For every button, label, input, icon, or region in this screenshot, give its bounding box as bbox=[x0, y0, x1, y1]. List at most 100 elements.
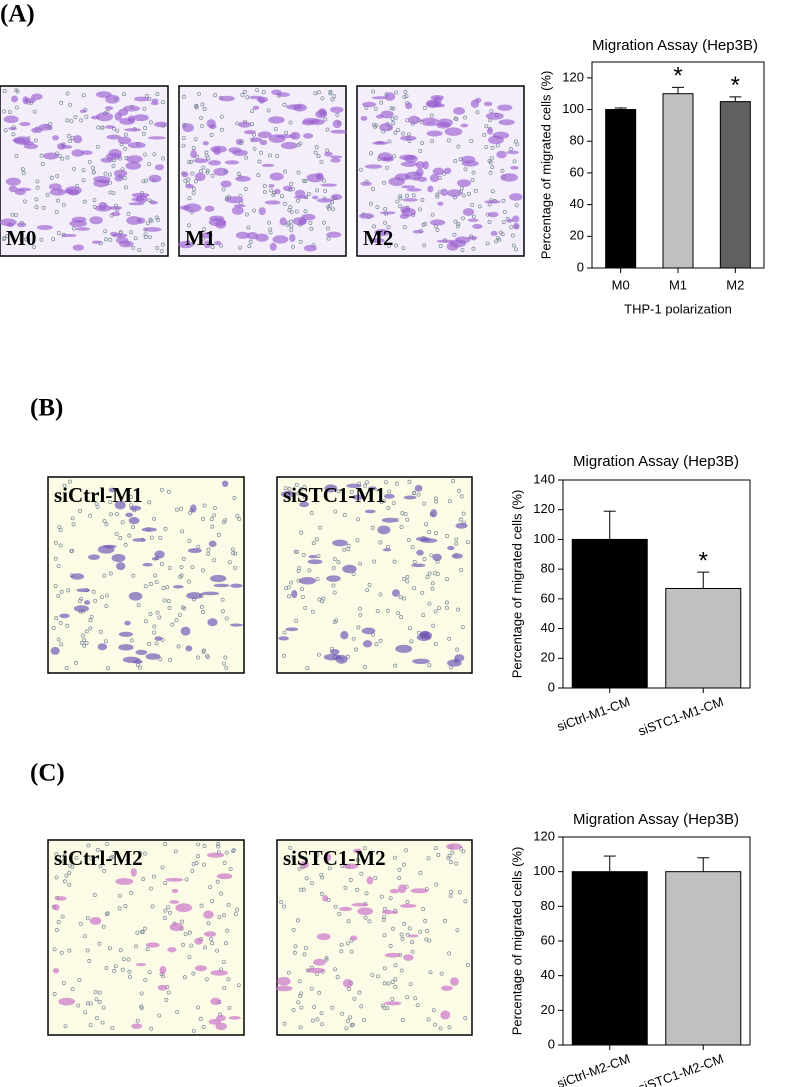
cell bbox=[209, 215, 225, 222]
pore bbox=[310, 880, 314, 885]
pore bbox=[220, 609, 225, 614]
pore bbox=[88, 618, 93, 623]
pore bbox=[445, 534, 450, 538]
cell bbox=[308, 555, 318, 559]
pore bbox=[291, 1008, 296, 1012]
cell bbox=[444, 127, 463, 136]
cell bbox=[190, 149, 197, 159]
pore bbox=[463, 1016, 468, 1021]
pore bbox=[484, 145, 489, 149]
cell bbox=[210, 145, 227, 153]
pore bbox=[430, 212, 435, 217]
pore bbox=[255, 88, 260, 93]
pore bbox=[120, 967, 125, 972]
pore bbox=[67, 882, 72, 887]
pore bbox=[94, 997, 99, 1002]
pore bbox=[14, 105, 19, 110]
pore bbox=[205, 168, 210, 173]
pore bbox=[422, 105, 427, 110]
pore bbox=[136, 603, 141, 608]
pore bbox=[244, 212, 249, 217]
pore bbox=[235, 514, 240, 519]
pore bbox=[500, 168, 505, 173]
cell bbox=[429, 174, 440, 183]
pore bbox=[275, 153, 280, 158]
cell bbox=[213, 167, 229, 176]
pore bbox=[60, 914, 65, 919]
cell bbox=[298, 218, 306, 226]
pore bbox=[190, 171, 195, 176]
pore bbox=[433, 1022, 438, 1027]
pore bbox=[67, 479, 72, 484]
cell bbox=[98, 201, 107, 211]
pore bbox=[64, 873, 69, 878]
pore bbox=[88, 626, 93, 631]
pore bbox=[495, 236, 500, 240]
pore bbox=[283, 169, 287, 174]
pore bbox=[487, 158, 492, 163]
pore bbox=[66, 588, 71, 593]
pore bbox=[115, 512, 119, 517]
pore bbox=[210, 899, 215, 903]
pore bbox=[224, 850, 229, 855]
pore bbox=[316, 154, 321, 159]
pore bbox=[376, 974, 380, 979]
pore bbox=[149, 582, 153, 586]
y-tick-label: 120 bbox=[533, 501, 555, 516]
cell bbox=[391, 589, 400, 597]
cell bbox=[19, 121, 31, 127]
pore bbox=[393, 977, 398, 982]
pore bbox=[287, 594, 291, 599]
pore bbox=[271, 192, 276, 197]
cell bbox=[69, 220, 88, 227]
pore bbox=[195, 854, 200, 859]
cell bbox=[312, 195, 319, 200]
cell bbox=[366, 876, 374, 885]
pore bbox=[71, 226, 76, 231]
pore bbox=[392, 154, 397, 159]
pore bbox=[498, 230, 503, 235]
y-tick-label: 80 bbox=[541, 898, 555, 913]
pore bbox=[456, 144, 461, 149]
cell bbox=[436, 239, 455, 243]
cell bbox=[111, 233, 128, 238]
cell bbox=[154, 636, 163, 642]
pore bbox=[381, 917, 386, 922]
pore bbox=[475, 110, 480, 115]
pore bbox=[89, 856, 94, 861]
pore bbox=[297, 866, 302, 871]
pore bbox=[196, 655, 200, 660]
cell bbox=[269, 172, 284, 181]
pore bbox=[268, 227, 273, 232]
pore bbox=[454, 116, 459, 121]
pore bbox=[342, 547, 347, 552]
panel-label: (B) bbox=[30, 395, 63, 422]
pore bbox=[84, 641, 89, 645]
cell bbox=[24, 97, 37, 104]
y-axis-label: Percentage of migrated cells (%) bbox=[509, 847, 524, 1036]
pore bbox=[452, 232, 457, 237]
cell bbox=[215, 1022, 227, 1031]
pore bbox=[282, 1021, 287, 1026]
pore bbox=[147, 970, 152, 975]
pore bbox=[324, 957, 329, 962]
pore bbox=[293, 944, 298, 949]
pore bbox=[301, 553, 306, 557]
pore bbox=[294, 482, 299, 487]
pore bbox=[511, 243, 516, 248]
pore bbox=[333, 509, 338, 514]
pore bbox=[93, 598, 98, 603]
pore bbox=[393, 963, 398, 968]
pore bbox=[123, 542, 128, 547]
cell bbox=[235, 231, 250, 239]
pore bbox=[432, 571, 437, 576]
pore bbox=[465, 540, 470, 545]
pore bbox=[131, 245, 136, 250]
pore bbox=[435, 192, 440, 197]
pore bbox=[362, 1018, 367, 1022]
pore bbox=[145, 947, 150, 952]
pore bbox=[79, 640, 84, 645]
pore bbox=[81, 178, 86, 183]
pore bbox=[321, 220, 326, 225]
pore bbox=[203, 945, 207, 950]
